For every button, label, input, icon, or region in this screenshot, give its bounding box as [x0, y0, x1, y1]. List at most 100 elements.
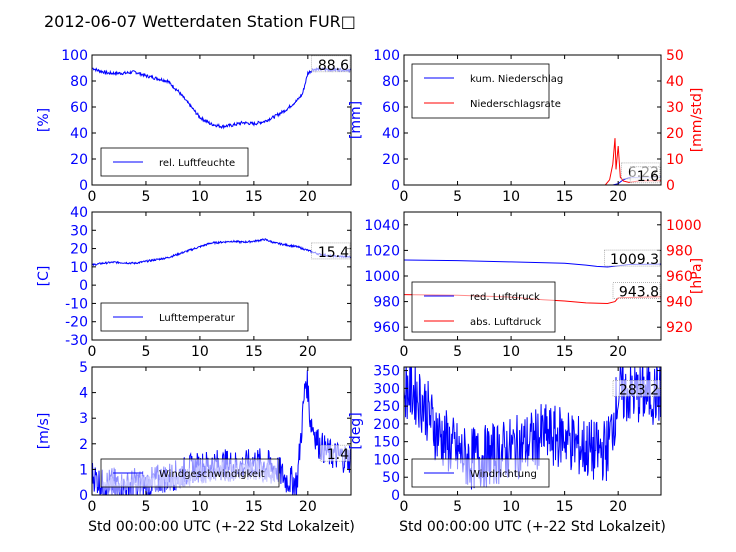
- chart-panel-4: 0 5 10 15 20 960 980 1000 1020 1040 920 940 960 980 10…: [364, 211, 705, 360]
- x-tick-label: 0: [88, 189, 97, 205]
- y-tick-label: 100: [61, 48, 88, 64]
- x-tick-label: 20: [609, 189, 627, 205]
- y-tick-label: 40: [70, 205, 88, 221]
- y-tick-label: 80: [70, 74, 88, 90]
- y-tick-label: 4: [79, 386, 88, 402]
- y-tick-label: -20: [65, 315, 88, 331]
- y2-tick-label: 50: [666, 48, 684, 64]
- legend-label: abs. Luftdruck: [470, 317, 541, 328]
- y2-tick-label: 30: [666, 100, 684, 116]
- y-tick-label: 1: [79, 462, 88, 478]
- x-tick-label: 5: [141, 189, 150, 205]
- y-tick-label: -10: [65, 296, 88, 312]
- y-tick-label: 20: [382, 152, 400, 168]
- end-value-label-box: [604, 249, 661, 267]
- y-axis-label: [deg]: [348, 412, 364, 449]
- x-tick-label: 15: [556, 344, 574, 360]
- x-tick-label: 15: [245, 189, 263, 205]
- end-value-label-box: [319, 444, 351, 462]
- legend-label: kum. Niederschlag: [470, 74, 563, 85]
- figure-title: 2012-06-07 Wetterdaten Station FUR□: [44, 12, 356, 31]
- end-value-label-box: [311, 55, 351, 73]
- y2-tick-label: 940: [666, 295, 693, 311]
- y-tick-label: 10: [70, 260, 88, 276]
- x-tick-label: 0: [88, 344, 97, 360]
- x-tick-label: 10: [191, 344, 209, 360]
- x-tick-label: 20: [609, 344, 627, 360]
- y-tick-label: 960: [373, 320, 400, 336]
- legend-box: [411, 63, 550, 119]
- x-tick-label: 0: [400, 344, 409, 360]
- y-axis-label: [%]: [36, 108, 52, 132]
- y2-tick-label: 20: [666, 126, 684, 142]
- legend-label: Lufttemperatur: [159, 313, 236, 324]
- plot-frame: [403, 366, 662, 496]
- x-tick-label: 0: [400, 189, 409, 205]
- y-tick-label: 0: [79, 178, 88, 194]
- plot-frame: [91, 211, 352, 341]
- chart-panel-3: 0 5 10 15 20 -30 -20 -10 0 10 20 30 40 [C] 15.4 Lufttem…: [36, 205, 352, 360]
- end-value-label: 15.4: [318, 245, 349, 261]
- y-tick-label: 20: [70, 242, 88, 258]
- x-tick-label: 20: [609, 499, 627, 515]
- y-tick-label: 150: [373, 435, 400, 451]
- y-tick-label: 980: [373, 295, 400, 311]
- x-tick-label: 10: [191, 499, 209, 515]
- end-value-label-box: [311, 242, 351, 260]
- end-value-label: 283.2: [619, 382, 659, 398]
- y-axis-label: [mm]: [348, 101, 364, 139]
- y2-tick-label: 960: [666, 269, 693, 285]
- y-axis-label: [C]: [36, 266, 52, 287]
- x-tick-label: 15: [245, 344, 263, 360]
- y-tick-label: 2: [79, 437, 88, 453]
- y-tick-label: 1040: [364, 218, 400, 234]
- x-tick-label: 15: [245, 499, 263, 515]
- x-tick-label: 15: [556, 189, 574, 205]
- end-value-label-2-box: [612, 282, 661, 300]
- chart-panel-1: 0 5 10 15 20 0 20 40 60 80 100 [%] 88.6 rel. Luftfeuc…: [36, 48, 352, 205]
- y-tick-label: 40: [70, 126, 88, 142]
- legend-label: rel. Luftfeuchte: [159, 158, 235, 169]
- y-tick-label: 100: [373, 48, 400, 64]
- y-tick-label: 350: [373, 364, 400, 380]
- x-tick-label: 5: [141, 344, 150, 360]
- y-tick-label: 200: [373, 417, 400, 433]
- legend-label: Windrichtung: [470, 469, 537, 480]
- y2-axis-label: [mm/std]: [689, 88, 705, 153]
- x-tick-label: 10: [502, 189, 520, 205]
- legend-label: red. Luftdruck: [470, 292, 540, 303]
- y-tick-label: 0: [79, 488, 88, 504]
- y-tick-label: 40: [382, 126, 400, 142]
- y-tick-label: 1000: [364, 269, 400, 285]
- y-tick-label: 0: [391, 488, 400, 504]
- legend-label: Niederschlagsrate: [470, 99, 561, 110]
- end-value-label: 88.6: [318, 58, 349, 74]
- x-tick-label: 5: [453, 344, 462, 360]
- y2-tick-label: 920: [666, 320, 693, 336]
- x-tick-label: 5: [453, 499, 462, 515]
- y-tick-label: 0: [391, 178, 400, 194]
- chart-panel-2: 0 5 10 15 20 0 20 40 60 80 100 0 10 20 30 40 50 [mm] [mm/s…: [348, 48, 705, 205]
- y2-axis-label: [hPa]: [689, 258, 705, 294]
- end-value-label-2: 943.8: [619, 285, 659, 301]
- y-tick-label: -30: [65, 333, 88, 349]
- y-tick-label: 1020: [364, 243, 400, 259]
- y2-tick-label: 0: [666, 178, 675, 194]
- legend-label: Windgeschwindigkeit: [159, 469, 265, 480]
- end-value-label-box: [612, 380, 661, 397]
- y-tick-label: 50: [382, 470, 400, 486]
- plot-frame: [91, 54, 352, 186]
- x-tick-label: 0: [400, 499, 409, 515]
- plot-frame: [91, 366, 352, 496]
- x-tick-label: 20: [299, 189, 317, 205]
- end-value-label: 1.4: [327, 447, 349, 463]
- x-axis-label: Std 00:00:00 UTC (+-22 Std Lokalzeit): [399, 519, 666, 535]
- end-value-label-2-box: [629, 166, 661, 184]
- x-tick-label: 15: [556, 499, 574, 515]
- x-tick-label: 10: [191, 189, 209, 205]
- y2-tick-label: 40: [666, 74, 684, 90]
- y-tick-label: 300: [373, 381, 400, 397]
- y2-tick-label: 1000: [666, 218, 702, 234]
